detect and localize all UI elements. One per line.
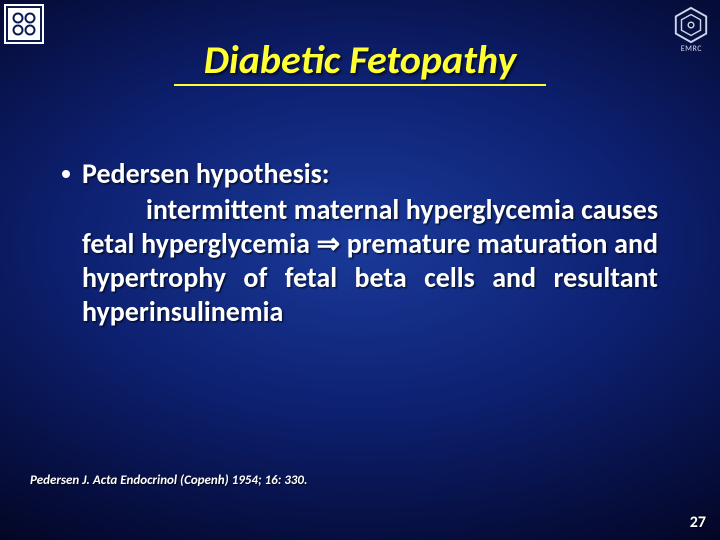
emrc-logo-label: EMRC <box>681 44 702 54</box>
slide-title: Diabetic Fetopathy <box>174 38 547 86</box>
emrc-logo <box>672 6 710 44</box>
bullet-item: Pedersen hypothesis: <box>62 156 658 191</box>
citation: Pedersen J. Acta Endocrinol (Copenh) 195… <box>30 473 307 488</box>
institution-logo-left <box>4 4 44 44</box>
bullet-heading: Pedersen hypothesis: <box>82 156 330 191</box>
logo-left-icon <box>4 4 44 44</box>
bullet-body-text: intermittent maternal hyperglycemia caus… <box>82 193 658 330</box>
slide: EMRC Diabetic Fetopathy Pedersen hypothe… <box>0 0 720 540</box>
implies-arrow-icon: ⇒ <box>317 228 340 259</box>
page-number: 27 <box>690 513 706 532</box>
emrc-logo-icon <box>672 6 710 44</box>
bullet-marker <box>62 170 70 178</box>
slide-body: Pedersen hypothesis: intermittent matern… <box>62 156 658 330</box>
